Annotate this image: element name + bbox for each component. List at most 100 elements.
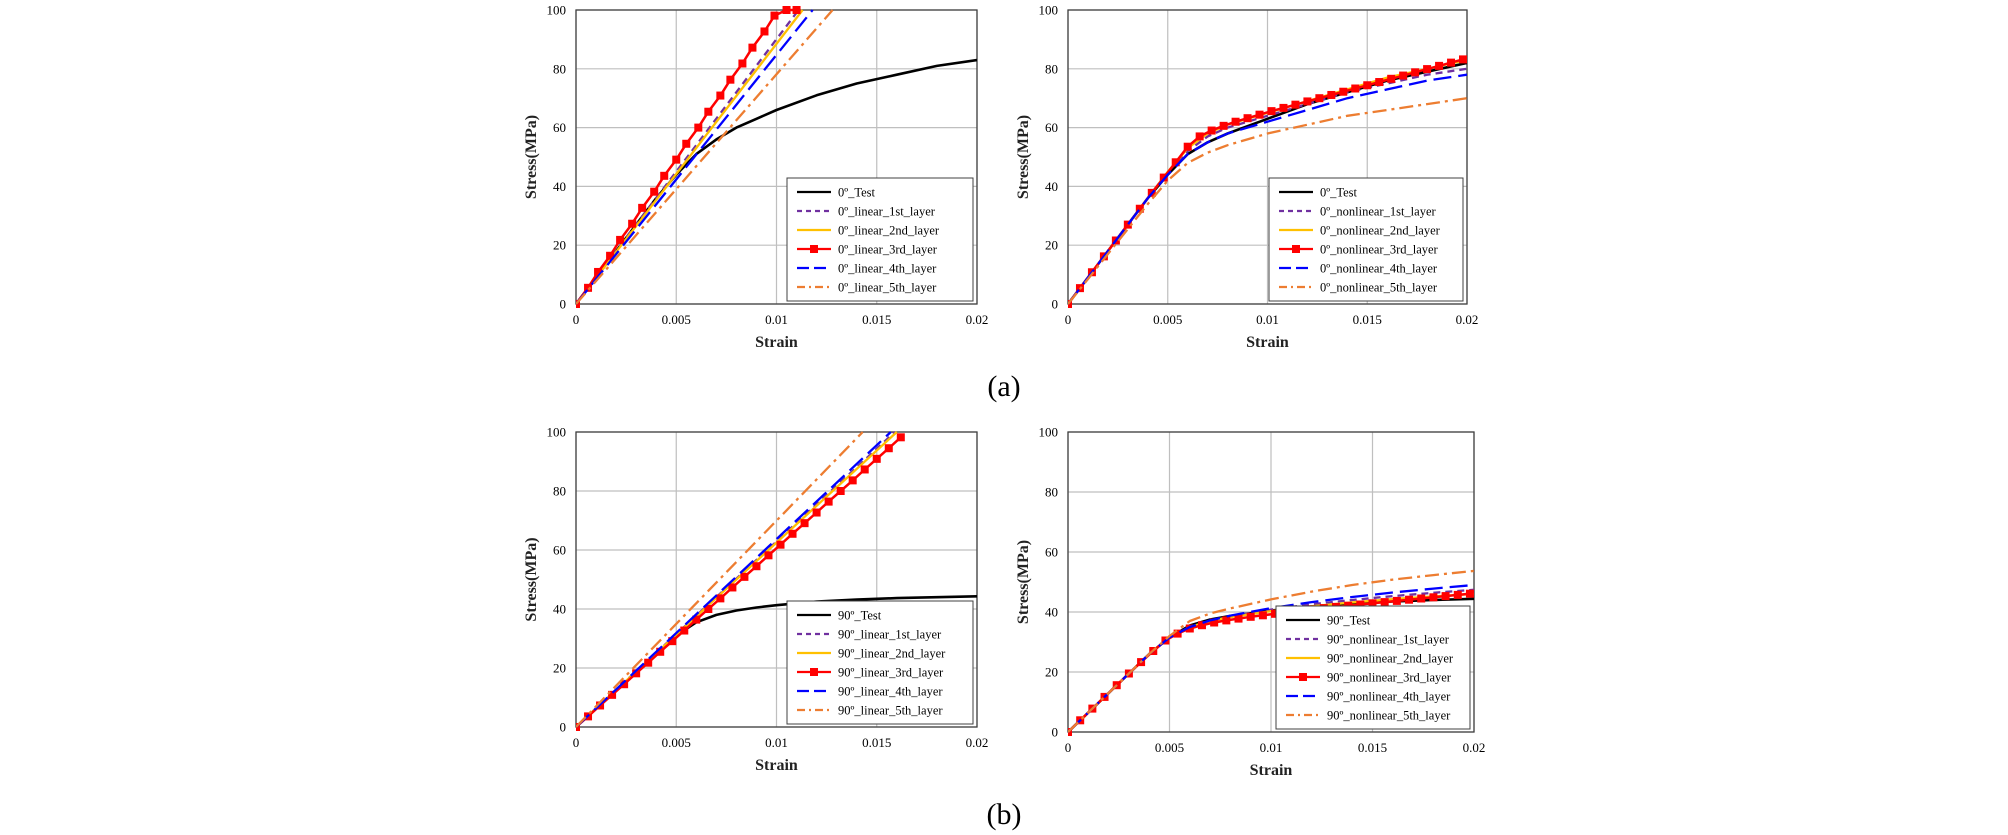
series-marker xyxy=(594,267,603,276)
series-marker xyxy=(1315,94,1324,103)
series-marker xyxy=(1405,595,1414,604)
y-tick-label: 80 xyxy=(1045,61,1058,76)
y-tick-label: 60 xyxy=(553,543,566,558)
y-tick-label: 60 xyxy=(1045,545,1058,560)
series-marker xyxy=(726,75,735,84)
series-marker xyxy=(1447,58,1456,67)
panel-caption-a: (a) xyxy=(987,370,1021,403)
legend-entry: 0º_linear_2nd_layer xyxy=(838,224,940,238)
series-marker xyxy=(620,680,629,689)
y-tick-label: 20 xyxy=(1045,665,1058,680)
series-marker xyxy=(1291,100,1300,109)
series-marker xyxy=(860,465,869,474)
series-marker xyxy=(1429,593,1438,602)
x-tick-label: 0.015 xyxy=(1353,312,1382,327)
legend-entry: 0º_linear_3rd_layer xyxy=(838,243,938,257)
legend-swatch-marker xyxy=(810,668,818,676)
series-marker xyxy=(1159,173,1168,182)
series-marker xyxy=(606,251,615,260)
series-marker xyxy=(616,235,625,244)
series-marker xyxy=(836,487,845,495)
y-tick-label: 60 xyxy=(1045,120,1058,135)
legend-entry: 90º_nonlinear_5th_layer xyxy=(1327,709,1451,723)
plot-area-frame xyxy=(1067,431,1475,733)
y-tick-label: 0 xyxy=(560,720,567,735)
legend-entry: 0º_nonlinear_2nd_layer xyxy=(1320,224,1441,238)
series-marker xyxy=(788,529,797,538)
legend-box xyxy=(1275,605,1471,730)
series-marker xyxy=(800,519,809,528)
y-tick-label: 40 xyxy=(553,602,566,617)
series-marker xyxy=(1195,132,1204,141)
y-tick-label: 20 xyxy=(1045,238,1058,253)
legend-entry: 90º_Test xyxy=(1327,614,1371,628)
x-tick-label: 0.01 xyxy=(1256,312,1279,327)
y-tick-label: 80 xyxy=(553,484,566,499)
series-marker xyxy=(1243,114,1252,123)
series-line-6 xyxy=(1068,97,1467,305)
x-tick-label: 0.005 xyxy=(662,312,691,327)
series-marker xyxy=(682,139,691,148)
legend-entry: 0º_nonlinear_4th_layer xyxy=(1320,262,1438,276)
legend-entry: 90º_linear_3rd_layer xyxy=(838,666,944,680)
series-marker xyxy=(1068,728,1072,736)
legend-entry: 90º_nonlinear_4th_layer xyxy=(1327,690,1451,704)
series-marker xyxy=(1185,624,1194,633)
x-tick-label: 0.02 xyxy=(1456,312,1479,327)
series-marker xyxy=(1411,68,1420,77)
series-marker xyxy=(1171,158,1180,167)
series-marker xyxy=(740,572,749,581)
legend-entry: 90º_nonlinear_3rd_layer xyxy=(1327,671,1452,685)
x-tick-label: 0.01 xyxy=(765,735,788,750)
series-marker xyxy=(728,583,737,592)
legend-entry: 0º_linear_1st_layer xyxy=(838,205,936,219)
y-tick-label: 100 xyxy=(1039,3,1059,18)
y-tick-label: 80 xyxy=(1045,485,1058,500)
chart-a-left: 0 0.005 0.01 0.015 0.02 0 20 40 60 80 100 Strain Str… xyxy=(523,3,988,352)
x-tick-label: 0.02 xyxy=(966,312,989,327)
chart-a-right: 0 0.005 0.01 0.015 0.02 0 20 40 60 80 100 Strain Str… xyxy=(1015,3,1478,352)
x-tick-label: 0.015 xyxy=(862,735,891,750)
series-marker xyxy=(1231,117,1240,126)
series-marker xyxy=(760,27,769,36)
plot-area-frame xyxy=(1067,9,1468,305)
series-marker xyxy=(1207,126,1216,135)
y-tick-label: 40 xyxy=(553,179,566,194)
series-marker xyxy=(1387,74,1396,83)
x-tick-label: 0 xyxy=(1065,312,1072,327)
series-marker xyxy=(716,91,725,100)
series-marker xyxy=(884,444,893,453)
legend-entry: 90º_linear_4th_layer xyxy=(838,685,943,699)
x-tick-label: 0 xyxy=(573,312,580,327)
series-marker xyxy=(694,123,703,132)
series-marker xyxy=(1267,107,1276,116)
series-marker xyxy=(1183,142,1192,151)
legend-box xyxy=(786,600,974,725)
series-marker xyxy=(872,454,881,463)
legend-entry: 90º_Test xyxy=(838,609,882,623)
legend-box xyxy=(1268,177,1464,302)
series-marker xyxy=(638,203,647,212)
series-marker xyxy=(1327,90,1336,99)
plot-area-frame xyxy=(575,9,978,305)
x-tick-label: 0.005 xyxy=(1155,740,1184,755)
legend-entry: 0º_Test xyxy=(838,186,876,200)
legend-box xyxy=(786,177,974,302)
legend-swatch-marker xyxy=(810,245,818,253)
series-marker xyxy=(1234,614,1243,623)
y-tick-label: 100 xyxy=(547,425,567,440)
series-marker xyxy=(1339,87,1348,96)
x-tick-label: 0 xyxy=(1065,740,1072,755)
y-tick-label: 100 xyxy=(547,3,567,18)
series-marker xyxy=(848,476,857,485)
series-marker xyxy=(1417,594,1426,603)
y-tick-label: 0 xyxy=(1052,297,1059,312)
series-line-4 xyxy=(576,436,902,728)
x-tick-label: 0.01 xyxy=(1260,740,1283,755)
series-marker xyxy=(1351,84,1360,93)
series-marker xyxy=(1135,204,1144,213)
series-marker xyxy=(1255,110,1264,119)
x-axis-label: Strain xyxy=(755,334,798,351)
legend-entry: 90º_nonlinear_1st_layer xyxy=(1327,633,1450,647)
x-axis-label: Strain xyxy=(1246,334,1289,351)
